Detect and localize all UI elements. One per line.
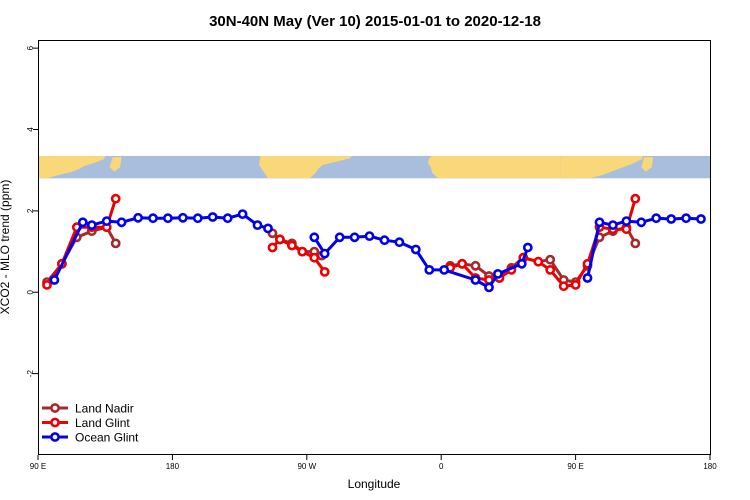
series-line — [448, 197, 637, 288]
data-point — [594, 217, 605, 228]
data-point — [516, 258, 527, 269]
data-point — [630, 238, 641, 249]
map-land-1 — [109, 157, 122, 172]
data-point — [319, 266, 330, 277]
data-point — [696, 214, 706, 224]
x-tick-label: 90 E — [30, 462, 46, 471]
x-axis-title: Longitude — [348, 477, 401, 491]
data-point — [410, 244, 421, 255]
data-point — [42, 279, 52, 290]
data-point — [252, 220, 263, 230]
y-tick-label: 0 — [26, 289, 35, 294]
data-point — [545, 264, 556, 275]
world-map-band — [38, 155, 710, 179]
data-point — [533, 256, 544, 267]
map-land-2 — [259, 156, 352, 179]
legend-label: Land Glint — [75, 416, 130, 430]
data-point — [470, 275, 481, 285]
data-point — [177, 212, 188, 223]
data-point — [681, 213, 691, 224]
x-tick-label: 0 — [439, 462, 444, 471]
data-point — [49, 275, 60, 285]
data-point — [666, 214, 677, 224]
data-point — [651, 213, 662, 224]
legend-label: Land Nadir — [75, 402, 134, 416]
map-land-5 — [641, 157, 654, 172]
series-layer — [42, 193, 706, 293]
data-point — [101, 216, 112, 226]
x-tick-label: 180 — [166, 462, 180, 471]
data-point — [334, 232, 345, 243]
data-point — [263, 223, 273, 234]
y-tick-label: -2 — [26, 370, 35, 378]
data-point — [86, 220, 97, 230]
map-land-4 — [560, 156, 643, 179]
legend-swatch-point — [50, 432, 60, 442]
data-point — [116, 217, 127, 228]
series-line — [312, 234, 530, 289]
data-point — [379, 235, 390, 246]
data-point — [110, 193, 121, 204]
data-point — [286, 240, 297, 251]
data-point — [545, 254, 556, 265]
series-land-glint — [42, 193, 641, 292]
x-tick-label: 180 — [703, 462, 717, 471]
data-point — [558, 281, 569, 292]
data-point — [621, 216, 632, 226]
data-point — [424, 264, 435, 275]
series-ocean-glint — [49, 209, 706, 293]
data-point — [237, 209, 248, 219]
y-tick-label: 6 — [26, 45, 35, 50]
data-point — [457, 258, 467, 269]
y-axis-title: XCO2 - MLO trend (ppm) — [0, 180, 12, 315]
legend-swatch-point — [50, 417, 60, 428]
data-point — [110, 238, 121, 249]
data-point — [364, 231, 375, 241]
data-point — [309, 232, 320, 243]
map-land-3 — [427, 156, 561, 179]
data-point — [148, 213, 158, 224]
data-point — [222, 213, 233, 224]
legend-label: Ocean Glint — [75, 431, 139, 445]
x-tick-label: 90 E — [567, 462, 583, 471]
data-point — [192, 213, 203, 224]
data-point — [439, 264, 450, 275]
chart-title: 30N-40N May (Ver 10) 2015-01-01 to 2020-… — [209, 13, 541, 30]
x-tick-label: 90 W — [297, 462, 316, 471]
data-point — [349, 232, 360, 243]
data-point — [297, 246, 308, 257]
plot-frame — [38, 40, 711, 455]
data-point — [630, 193, 641, 204]
data-point — [274, 234, 285, 245]
y-tick-label: 2 — [26, 208, 35, 213]
data-point — [207, 212, 218, 222]
data-point — [267, 242, 278, 253]
data-point — [77, 217, 88, 228]
x-axis: 90 E 180 90 W 0 90 E 180 — [30, 455, 717, 471]
data-point — [133, 212, 143, 223]
data-point — [484, 282, 494, 293]
data-point — [309, 252, 320, 263]
data-point — [394, 237, 405, 248]
data-point — [470, 260, 481, 271]
legend-swatch-point — [50, 403, 60, 413]
y-tick-label: 4 — [26, 127, 35, 132]
data-point — [636, 217, 647, 228]
series-line — [448, 225, 637, 284]
data-point — [162, 213, 173, 224]
data-point — [570, 279, 581, 290]
data-point — [621, 224, 632, 235]
data-point — [582, 273, 593, 283]
data-point — [608, 220, 618, 230]
data-point — [319, 248, 330, 259]
y-axis: -2 0 2 4 6 — [26, 45, 38, 377]
map-land-0 — [38, 156, 106, 179]
data-point — [522, 242, 533, 253]
data-point — [492, 268, 503, 279]
